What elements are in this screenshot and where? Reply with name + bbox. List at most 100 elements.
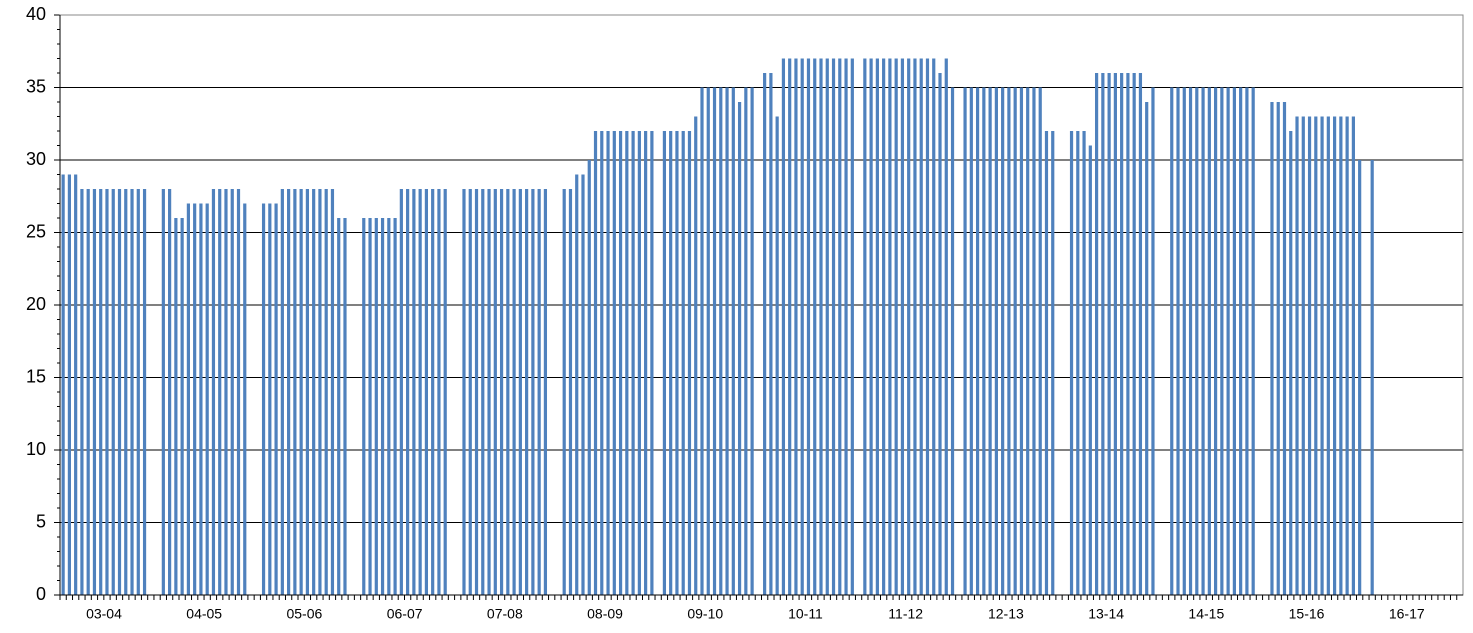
bar: [1213, 87, 1218, 595]
bar: [92, 189, 97, 595]
bar: [1358, 160, 1362, 595]
x-tick-label: 10-11: [788, 606, 823, 622]
x-tick-label: 06-07: [387, 606, 423, 622]
bar: [136, 189, 140, 595]
bar: [1176, 87, 1180, 595]
bar: [236, 189, 241, 595]
bar: [193, 203, 197, 595]
bar: [606, 131, 610, 595]
bar: [844, 58, 848, 595]
bar: [280, 189, 284, 595]
bar: [368, 218, 372, 595]
y-tick-label: 25: [26, 221, 46, 241]
bar: [318, 189, 322, 595]
bar: [1351, 116, 1355, 595]
bar: [324, 189, 328, 595]
y-tick-label: 5: [36, 511, 46, 531]
bar: [938, 73, 942, 595]
x-tick-label: 12-13: [988, 606, 1024, 622]
bar: [794, 58, 798, 595]
bar: [1026, 87, 1030, 595]
bar: [562, 189, 566, 595]
x-tick-label: 09-10: [687, 606, 723, 622]
bar: [1201, 87, 1205, 595]
bar: [831, 58, 836, 595]
bar: [1051, 131, 1055, 595]
bar: [117, 189, 122, 595]
bar: [437, 189, 441, 595]
y-tick-label: 20: [26, 294, 46, 314]
bar: [600, 131, 604, 595]
bar: [387, 218, 391, 595]
bar: [869, 58, 873, 595]
bar: [1120, 73, 1124, 595]
bar: [1038, 87, 1042, 595]
bar: [512, 189, 516, 595]
bar: [919, 58, 923, 595]
bar: [218, 189, 222, 595]
bar: [1107, 73, 1111, 595]
bar: [913, 58, 917, 595]
bar: [725, 87, 729, 595]
bar: [963, 87, 967, 595]
bar: [531, 189, 535, 595]
bar: [1232, 87, 1236, 595]
bar: [543, 189, 548, 595]
bar: [1333, 116, 1337, 595]
x-tick-label: 07-08: [487, 606, 523, 622]
bar: [687, 131, 692, 595]
bar: [932, 58, 936, 595]
bar: [1245, 87, 1249, 595]
bar: [769, 73, 773, 595]
bar: [124, 189, 128, 595]
bar: [67, 174, 71, 595]
bar: [462, 189, 466, 595]
bar: [819, 58, 823, 595]
bar: [1076, 131, 1080, 595]
bar: [330, 189, 335, 595]
bar: [587, 160, 591, 595]
bar: [719, 87, 723, 595]
bar: [1182, 87, 1186, 595]
bar: [907, 58, 911, 595]
bar: [838, 58, 842, 595]
bar: [744, 87, 748, 595]
bar: [393, 218, 397, 595]
bar: [1188, 87, 1193, 595]
bar: [431, 189, 435, 595]
bar: [199, 203, 203, 595]
bar: [174, 218, 178, 595]
bar: [581, 174, 585, 595]
bar: [694, 116, 698, 595]
bar: [1295, 116, 1299, 595]
bar: [243, 203, 247, 595]
bar: [612, 131, 616, 595]
bar: [625, 131, 629, 595]
bar: [61, 174, 65, 595]
x-tick-label: 16-17: [1389, 606, 1425, 622]
bar: [944, 58, 948, 595]
bar: [1069, 131, 1074, 595]
bar: [412, 189, 416, 595]
bar: [900, 58, 905, 595]
bar: [537, 189, 541, 595]
bar: [1019, 87, 1024, 595]
bar: [86, 189, 90, 595]
bar: [211, 189, 216, 595]
bar: [662, 131, 667, 595]
bar: [406, 189, 410, 595]
y-tick-label: 15: [26, 366, 46, 386]
bar: [1289, 131, 1293, 595]
bar: [205, 203, 209, 595]
bar: [1276, 102, 1280, 595]
bar: [161, 189, 165, 595]
bar: [706, 87, 710, 595]
bar: [1314, 116, 1318, 595]
bar: [99, 189, 103, 595]
bar: [825, 58, 829, 595]
bar: [568, 189, 573, 595]
bar: [681, 131, 685, 595]
bar: [180, 218, 184, 595]
bar: [1370, 160, 1374, 595]
bar: [618, 131, 623, 595]
